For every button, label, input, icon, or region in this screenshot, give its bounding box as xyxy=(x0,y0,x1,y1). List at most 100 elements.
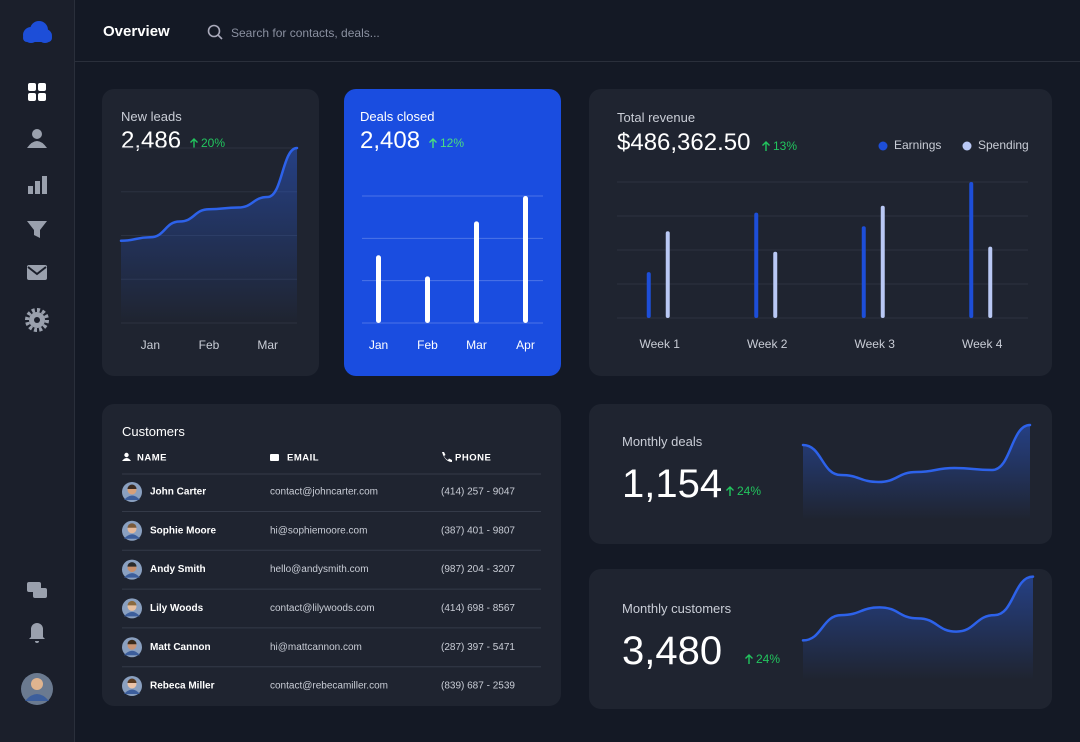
change: 12% xyxy=(428,136,464,150)
nav-reports[interactable] xyxy=(28,176,47,194)
card-title: New leads xyxy=(121,109,182,124)
change: 20% xyxy=(189,136,225,150)
up-arrow xyxy=(429,138,437,148)
card-total: 1,154 xyxy=(622,462,723,506)
x-tick-label: Feb xyxy=(199,338,220,352)
card-title: Monthly customers xyxy=(622,601,732,616)
legend-label: Spending xyxy=(978,138,1029,152)
bar xyxy=(474,221,479,323)
change-value: 24% xyxy=(737,484,762,498)
avatar-body xyxy=(124,573,140,578)
avatar xyxy=(122,559,142,580)
bar xyxy=(969,182,974,318)
customers-card xyxy=(102,404,561,706)
avatar-body xyxy=(124,650,140,656)
line xyxy=(119,146,299,242)
column-icons xyxy=(122,452,452,462)
avatar-hair xyxy=(127,678,137,683)
line xyxy=(801,423,1032,484)
bar xyxy=(523,196,528,323)
x-tick-label: Mar xyxy=(466,338,487,352)
customer-name: Sophie Moore xyxy=(150,525,217,536)
customer-phone: (387) 401 - 9807 xyxy=(441,525,515,536)
x-tick-label: Apr xyxy=(516,338,535,352)
customer-name: John Carter xyxy=(150,487,206,498)
change: 24% xyxy=(725,484,761,498)
nav-mail[interactable] xyxy=(27,265,47,280)
x-tick-label: Week 3 xyxy=(855,337,896,351)
x-tick-label: Jan xyxy=(369,338,388,352)
sidebar-icons xyxy=(21,21,53,705)
avatar-body xyxy=(124,495,140,500)
search-icon xyxy=(207,24,223,40)
customer-email: contact@lilywoods.com xyxy=(270,603,375,614)
bar xyxy=(880,205,885,318)
bar xyxy=(988,246,993,318)
customer-email: hello@andysmith.com xyxy=(270,564,369,575)
customer-name: Rebeca Miller xyxy=(150,681,215,692)
change-value: 13% xyxy=(773,139,798,153)
customer-name: Matt Cannon xyxy=(150,642,211,653)
bar xyxy=(754,212,759,318)
avatar-hair xyxy=(127,484,137,489)
avatar-hair xyxy=(127,523,137,528)
area-fill xyxy=(803,576,1033,680)
customer-email: contact@rebecamiller.com xyxy=(270,681,388,692)
legend-swatch xyxy=(878,141,888,151)
card-total: 3,480 xyxy=(622,629,723,673)
up-arrow xyxy=(190,138,198,148)
x-tick-label: Feb xyxy=(417,338,438,352)
nav-deals[interactable] xyxy=(27,221,47,238)
column-header: EMAIL xyxy=(287,453,319,464)
nav-chat[interactable] xyxy=(27,582,47,598)
avatar-hair xyxy=(127,600,137,606)
nav-dashboard[interactable] xyxy=(28,83,46,101)
avatar xyxy=(122,637,142,658)
avatar-hair xyxy=(127,562,137,567)
search-input[interactable]: Search for contacts, deals... xyxy=(231,26,380,40)
avatar xyxy=(122,520,142,541)
legend-label: Earnings xyxy=(894,138,941,152)
customer-email: contact@johncarter.com xyxy=(270,487,378,498)
customer-phone: (987) 204 - 3207 xyxy=(441,564,515,575)
x-tick-label: Week 4 xyxy=(962,337,1003,351)
table-title: Customers xyxy=(122,424,185,439)
change: 13% xyxy=(761,139,797,153)
card-total: 2,408 xyxy=(360,127,421,154)
customer-phone: (287) 397 - 5471 xyxy=(441,642,515,653)
nav-notifications[interactable] xyxy=(29,623,45,643)
column-header: NAME xyxy=(137,453,167,464)
customer-phone: (414) 257 - 9047 xyxy=(441,487,515,498)
avatar-body xyxy=(124,611,140,617)
card-total: $486,362.50 xyxy=(617,129,751,156)
card-title: Total revenue xyxy=(617,110,696,125)
avatar-body xyxy=(124,534,140,539)
area-fill xyxy=(121,148,297,323)
customer-email: hi@mattcannon.com xyxy=(270,642,362,653)
change-value: 20% xyxy=(201,136,226,150)
bar xyxy=(861,226,866,318)
x-tick-label: Week 2 xyxy=(747,337,788,351)
customer-phone: (414) 698 - 8567 xyxy=(441,603,515,614)
nav-settings[interactable] xyxy=(25,308,49,332)
bar xyxy=(665,231,670,318)
up-arrow xyxy=(762,141,770,151)
up-arrow xyxy=(745,654,753,664)
up-arrow xyxy=(726,486,734,496)
legend-swatch xyxy=(962,141,972,151)
sidebar xyxy=(0,0,75,742)
header xyxy=(75,0,1080,62)
x-tick-label: Week 1 xyxy=(640,337,681,351)
nav-contacts[interactable] xyxy=(27,129,47,148)
card-title: Monthly deals xyxy=(622,434,703,449)
user-avatar[interactable] xyxy=(21,673,53,705)
logo[interactable] xyxy=(23,21,52,43)
bar xyxy=(773,251,778,318)
change-value: 24% xyxy=(756,652,781,666)
x-tick-label: Jan xyxy=(141,338,160,352)
line xyxy=(801,575,1035,642)
bar xyxy=(376,255,381,323)
customer-name: Andy Smith xyxy=(150,564,206,575)
